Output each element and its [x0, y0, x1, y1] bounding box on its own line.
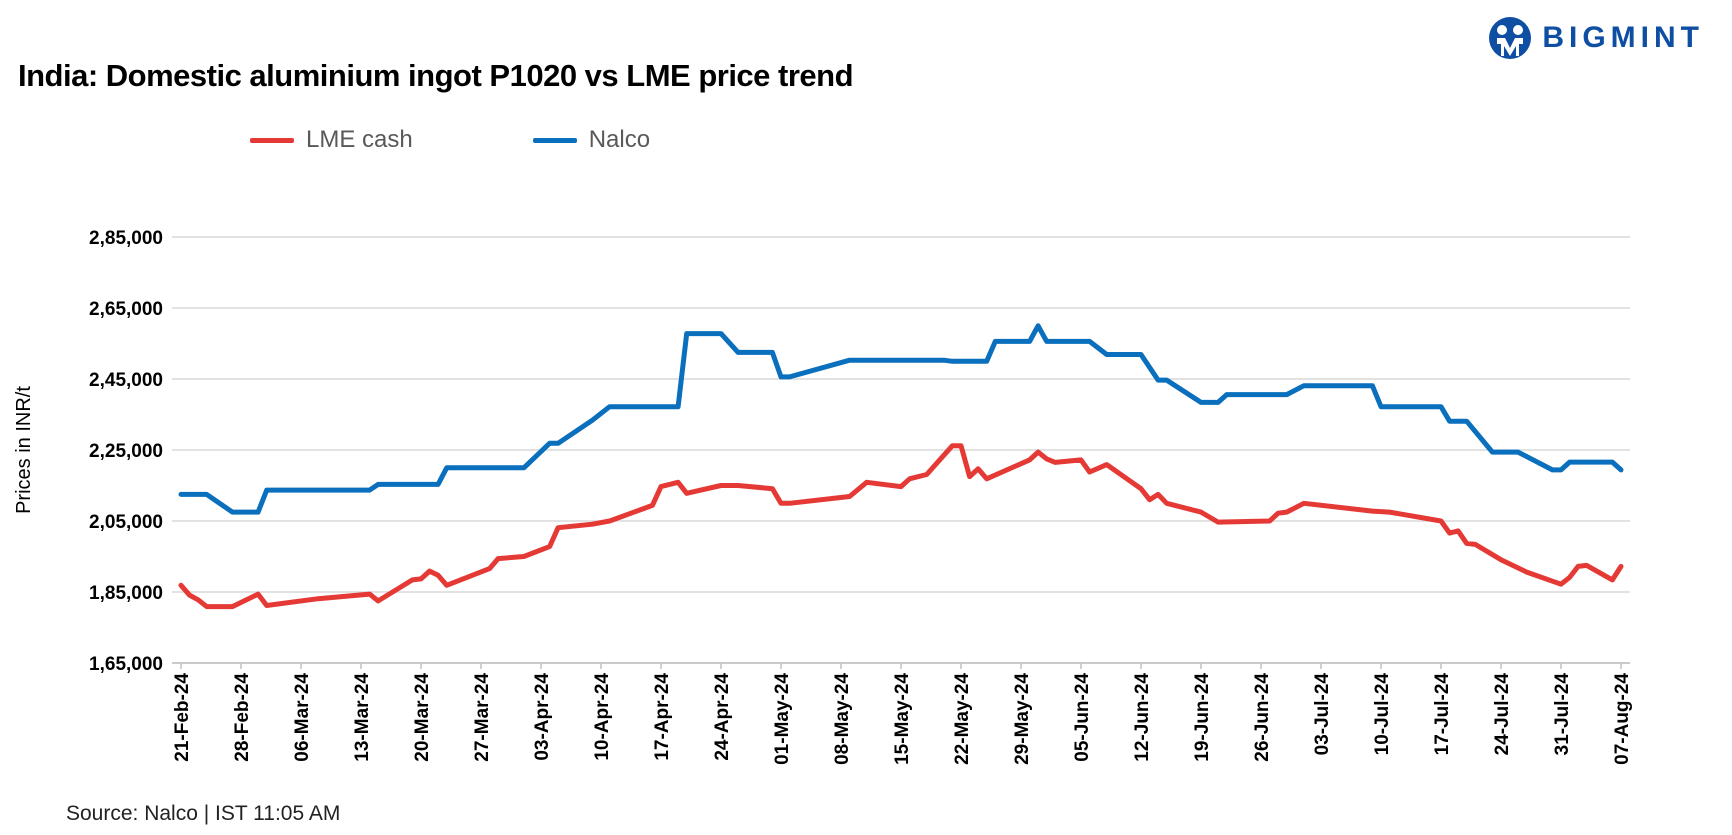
x-tick-label: 24-Jul-24	[1492, 673, 1513, 756]
legend-label-nalco: Nalco	[588, 126, 651, 153]
x-tick-label: 31-Jul-24	[1552, 673, 1573, 756]
legend-item-lme: LME cash	[250, 126, 413, 154]
x-tick-label: 03-Apr-24	[532, 673, 553, 761]
y-tick-label: 1,85,000	[89, 583, 163, 604]
legend-swatch-nalco	[532, 137, 577, 143]
x-tick-label: 22-May-24	[952, 673, 973, 765]
legend-label-lme: LME cash	[306, 126, 413, 153]
source-note: Source: Nalco | IST 11:05 AM	[66, 802, 341, 825]
y-tick-label: 2,85,000	[89, 228, 163, 249]
x-tick-label: 08-May-24	[832, 673, 853, 765]
x-tick-label: 28-Feb-24	[232, 673, 253, 762]
x-tick-label: 29-May-24	[1012, 673, 1033, 765]
x-tick-label: 01-May-24	[772, 673, 793, 765]
series-line-lme-cash	[178, 443, 1624, 610]
bigmint-logo: BIGMINT	[1488, 16, 1704, 60]
legend-item-nalco: Nalco	[532, 126, 651, 154]
x-tick-label: 26-Jun-24	[1252, 673, 1273, 762]
y-axis-title: Prices in INR/t	[13, 386, 35, 514]
legend-swatch-lme	[250, 137, 294, 143]
x-tick-label: 17-Apr-24	[652, 673, 673, 761]
y-tick-label: 2,45,000	[89, 370, 163, 391]
series-line-nalco	[178, 323, 1624, 515]
x-tick-label: 21-Feb-24	[172, 673, 193, 762]
x-tick-label: 03-Jul-24	[1312, 673, 1333, 756]
x-tick-label: 15-May-24	[892, 673, 913, 765]
bigmint-logo-icon	[1489, 17, 1532, 59]
x-tick-label: 05-Jun-24	[1072, 673, 1093, 762]
x-tick-label: 13-Mar-24	[352, 673, 373, 762]
x-tick-label: 19-Jun-24	[1192, 673, 1213, 762]
x-tick-label: 10-Jul-24	[1372, 673, 1393, 756]
x-tick-label: 27-Mar-24	[472, 673, 493, 762]
chart-title: India: Domestic aluminium ingot P1020 vs…	[18, 58, 854, 93]
y-tick-label: 1,65,000	[89, 654, 163, 675]
logo-text: BIGMINT	[1542, 21, 1704, 54]
x-tick-label: 12-Jun-24	[1132, 673, 1153, 762]
y-tick-label: 2,25,000	[89, 441, 163, 462]
x-tick-label: 20-Mar-24	[412, 673, 433, 762]
x-tick-label: 06-Mar-24	[292, 673, 313, 762]
x-tick-label: 07-Aug-24	[1612, 673, 1633, 765]
legend: LME cash Nalco	[250, 126, 650, 154]
x-tick-label: 17-Jul-24	[1432, 673, 1453, 756]
y-tick-label: 2,05,000	[89, 512, 163, 533]
x-tick-label: 10-Apr-24	[592, 673, 613, 761]
y-tick-label: 2,65,000	[89, 299, 163, 320]
x-tick-label: 24-Apr-24	[712, 673, 733, 761]
